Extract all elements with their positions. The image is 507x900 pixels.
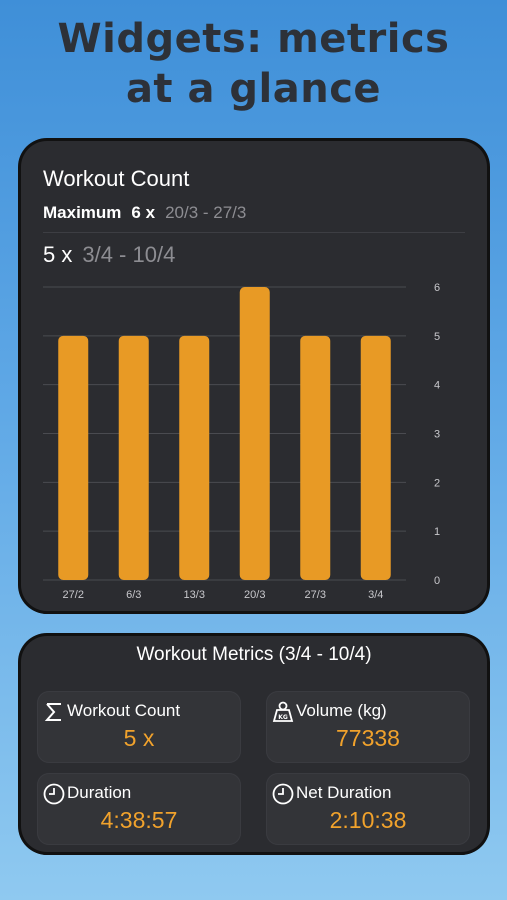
y-tick-label: 0 [434, 575, 440, 587]
tile-value: 4:38:57 [100, 807, 178, 833]
maximum-value: 6 x [131, 203, 156, 222]
tile-workout-count: Workout Count 5 x [37, 691, 241, 763]
y-tick-label: 1 [434, 526, 440, 538]
x-tick-label: 13/3 [184, 589, 205, 601]
bar [179, 335, 210, 580]
clock-icon [43, 783, 65, 805]
clock-icon [272, 783, 294, 805]
current-range: 3/4 - 10/4 [82, 242, 176, 267]
workout-metrics-widget[interactable]: Workout Metrics (3/4 - 10/4) Workout Cou… [21, 636, 487, 852]
y-tick-label: 3 [434, 429, 440, 441]
widget-title: Workout Count [43, 166, 190, 191]
workout-count-widget[interactable]: Workout Count Maximum 6 x 20/3 - 27/3 5 x 3… [21, 141, 487, 611]
kettlebell-icon: KG [272, 701, 294, 723]
maximum-summary: Maximum 6 x 20/3 - 27/3 [43, 203, 246, 223]
tile-value: 2:10:38 [329, 807, 407, 833]
y-tick-label: 6 [434, 282, 440, 294]
workout-count-chart: 0 1 2 3 4 5 6 27/2 6/3 13/3 20/3 27/3 3/4 [43, 282, 440, 601]
tile-volume: KG Volume (kg) 77338 [266, 691, 470, 763]
tile-duration: Duration 4:38:57 [37, 773, 241, 845]
x-tick-label: 6/3 [126, 589, 141, 601]
tile-label: Net Duration [296, 783, 392, 802]
sigma-icon [43, 701, 65, 723]
current-summary: 5 x 3/4 - 10/4 [43, 242, 175, 268]
divider [43, 232, 465, 233]
y-tick-label: 2 [434, 477, 440, 489]
svg-text:KG: KG [278, 714, 288, 721]
x-tick-label: 3/4 [368, 589, 383, 601]
x-tick-label: 27/3 [305, 589, 326, 601]
tile-label: Workout Count [67, 701, 181, 720]
maximum-label: Maximum [43, 203, 122, 222]
tile-net-duration: Net Duration 2:10:38 [266, 773, 470, 845]
headline: Widgets: metrics at a glance [0, 14, 507, 114]
x-tick-label: 20/3 [244, 589, 265, 601]
x-tick-label: 27/2 [63, 589, 84, 601]
headline-line2: at a glance [125, 66, 382, 112]
metrics-title: Workout Metrics (3/4 - 10/4) [136, 644, 372, 665]
maximum-range: 20/3 - 27/3 [165, 203, 247, 222]
bar [360, 335, 391, 580]
headline-line1: Widgets: metrics [57, 16, 450, 62]
bar [58, 335, 89, 580]
tile-label: Duration [67, 783, 132, 802]
tile-label: Volume (kg) [296, 701, 387, 720]
bar [300, 335, 331, 580]
bar [239, 287, 270, 580]
bar [118, 335, 149, 580]
y-tick-label: 4 [434, 380, 440, 392]
tile-value: 77338 [336, 725, 400, 751]
y-tick-label: 5 [434, 331, 440, 343]
tile-value: 5 x [123, 725, 155, 751]
current-value: 5 x [43, 242, 73, 267]
